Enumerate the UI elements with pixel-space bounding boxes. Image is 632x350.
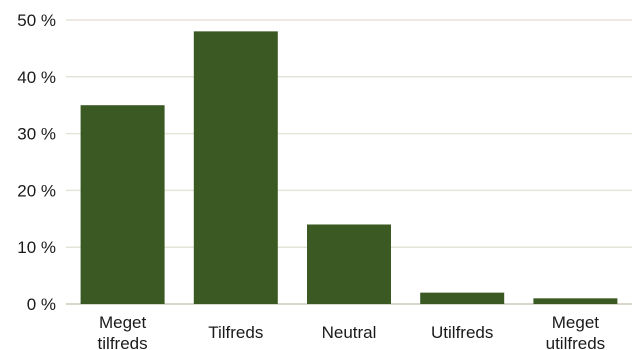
x-category-label: Neutral bbox=[322, 323, 377, 342]
x-axis-category-labels: Meget tilfreds Tilfreds Neutral Utilfreds Meg… bbox=[98, 313, 606, 350]
bar bbox=[193, 31, 278, 305]
x-category-label: Tilfreds bbox=[208, 323, 263, 342]
bar bbox=[307, 224, 391, 304]
x-category-label: Meget tilfreds bbox=[98, 313, 148, 350]
bar bbox=[533, 298, 618, 304]
bar bbox=[80, 105, 165, 304]
y-tick-label: 40 % bbox=[17, 68, 56, 87]
bars bbox=[80, 31, 618, 305]
y-tick-label: 50 % bbox=[17, 11, 56, 30]
y-axis-tick-labels: 0 % 10 % 20 % 30 % 40 % 50 % bbox=[17, 11, 56, 314]
y-tick-label: 20 % bbox=[17, 181, 56, 200]
bar bbox=[420, 292, 505, 304]
x-category-label: Meget utilfreds bbox=[546, 313, 606, 350]
y-tick-label: 30 % bbox=[17, 125, 56, 144]
x-category-label: Utilfreds bbox=[431, 323, 493, 342]
y-tick-label: 0 % bbox=[27, 295, 56, 314]
y-tick-label: 10 % bbox=[17, 238, 56, 257]
